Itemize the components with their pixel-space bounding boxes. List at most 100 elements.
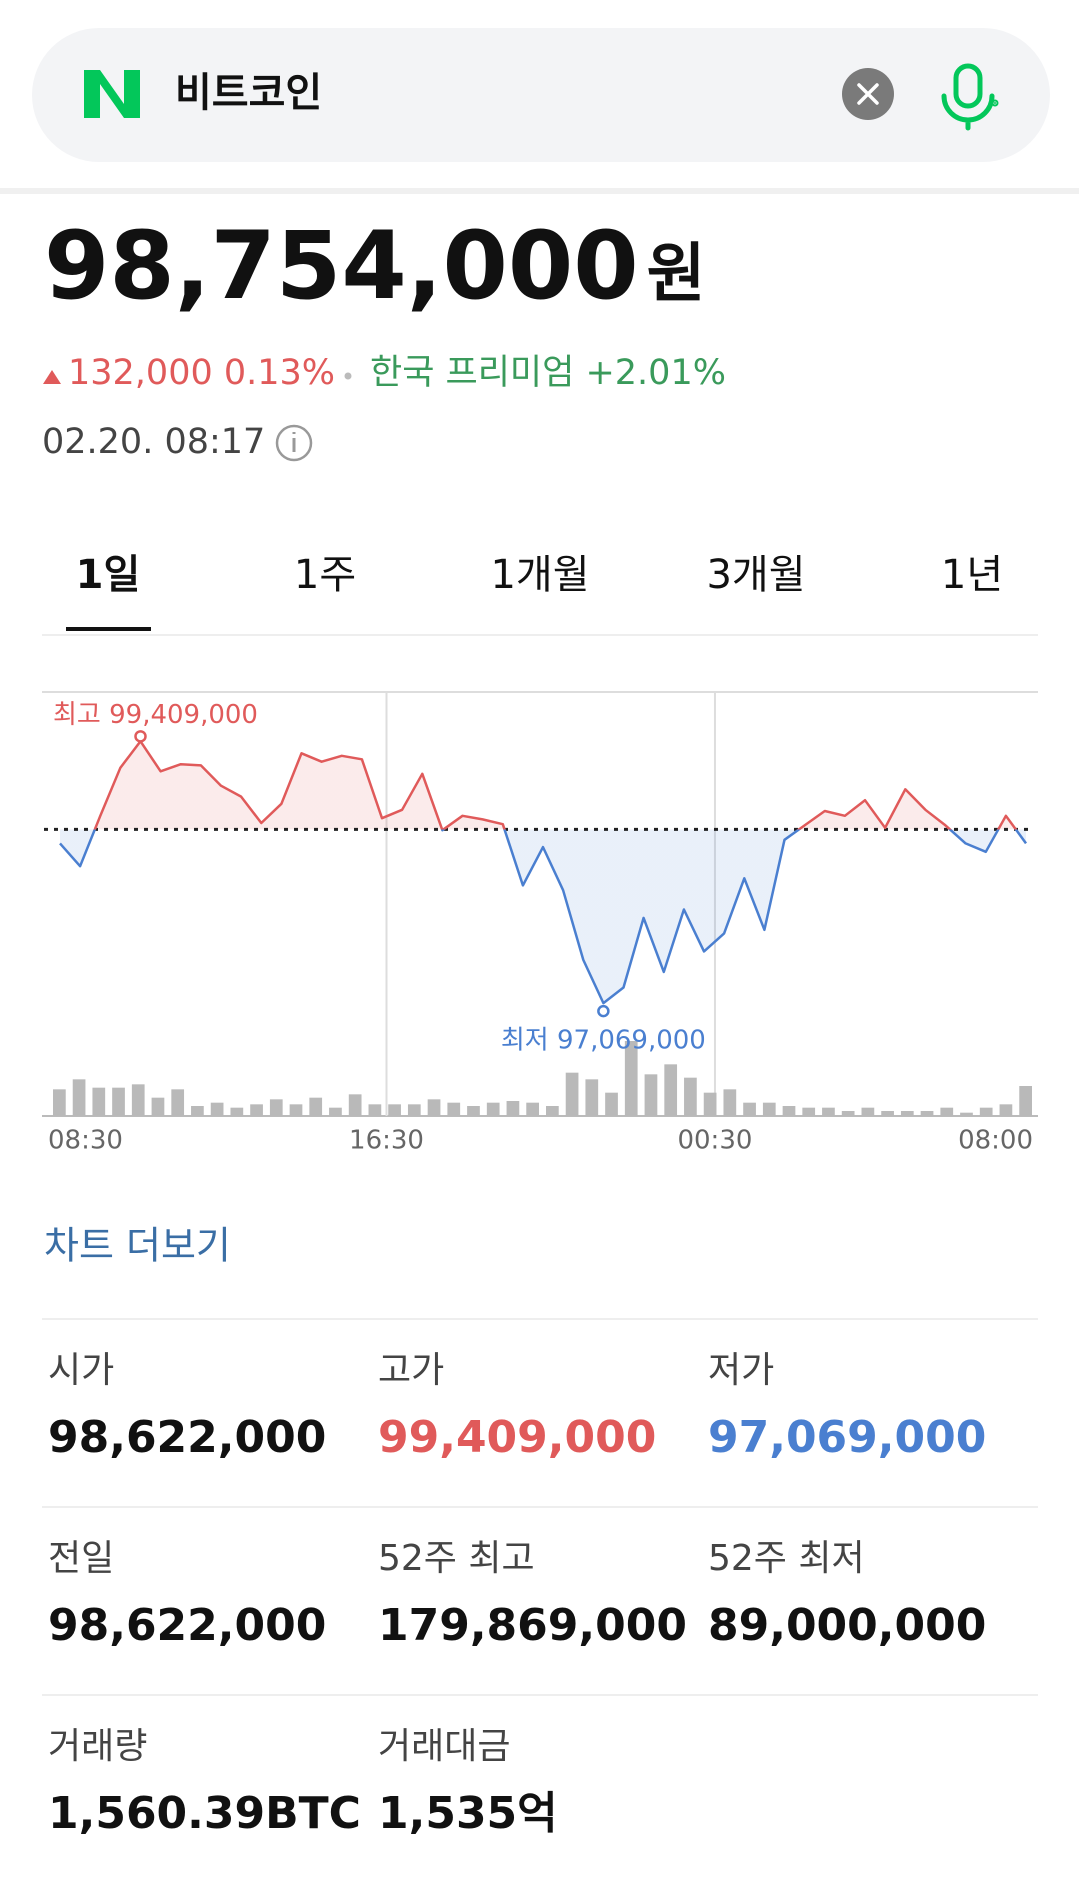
volume-bar [546,1106,559,1116]
x-tick-label: 00:30 [677,1126,752,1156]
stat-value: 98,622,000 [48,1600,326,1651]
stat-label: 52주 최고 [378,1538,535,1579]
stat-label: 52주 최저 [708,1538,865,1579]
info-icon[interactable] [275,424,313,462]
volume-bar [447,1102,461,1116]
timestamp: 02.20. 08:17 [42,422,265,462]
stat-label: 거래량 [48,1726,147,1767]
header-shadow [0,188,1079,194]
volume-bar [644,1074,658,1116]
price: 98,754,000 [44,212,639,321]
chart-more-link[interactable]: 차트 더보기 [44,1224,231,1268]
volume-bar [565,1072,579,1116]
divider [42,1694,1038,1696]
volume-bar [762,1102,776,1116]
volume-bar [368,1104,382,1116]
volume-bar [979,1107,993,1116]
volume-bar [329,1107,342,1116]
naver-logo[interactable] [84,70,140,118]
stat-value: 99,409,000 [378,1412,656,1463]
price-area [60,741,1026,1004]
stat-value: 97,069,000 [708,1412,986,1463]
volume-bar [72,1079,86,1116]
high-marker [134,730,147,743]
period-tab[interactable]: 1년 [941,552,1003,598]
stat-value: 98,622,000 [48,1412,326,1463]
stat-value: 89,000,000 [708,1600,986,1651]
up-arrow [43,370,61,384]
volume-bar [250,1104,263,1116]
stat-value: 1,535억 [378,1788,558,1839]
volume-bar [506,1101,520,1116]
volume-bar [802,1107,816,1116]
volume-bar [900,1111,914,1116]
volume-bar [940,1107,954,1116]
divider [42,1318,1038,1320]
volume-bar [427,1099,441,1116]
volume-bar [171,1089,185,1116]
volume-bar [684,1077,697,1116]
volume-bar [348,1094,362,1116]
volume-bar [841,1111,855,1116]
search-bar[interactable] [32,28,1050,162]
separator [344,372,352,380]
volume-bar [920,1111,934,1116]
volume-bar [269,1099,283,1116]
period-tab[interactable]: 1일 [76,552,141,598]
volume-bar [112,1087,125,1116]
volume-bar [822,1107,835,1116]
volume-bar [526,1102,539,1116]
period-tab[interactable]: 1주 [294,552,356,598]
stat-label: 거래대금 [378,1726,510,1767]
volume-bar [388,1104,401,1116]
volume-bar [861,1107,875,1116]
volume-bar [151,1097,165,1116]
volume-bar [723,1089,737,1116]
price-change: 132,000 0.13% [68,353,335,393]
volume-bar [664,1064,678,1116]
divider [42,1506,1038,1508]
volume-bar [881,1111,894,1116]
volume-bar [743,1102,756,1116]
period-tab[interactable]: 1개월 [490,552,589,598]
volume-bar [960,1112,973,1116]
volume-bar [289,1104,303,1116]
volume-bar [230,1107,244,1116]
clear-button[interactable] [842,68,894,120]
volume-bar [92,1087,106,1116]
stat-label: 전일 [48,1538,114,1579]
stat-label: 고가 [378,1350,444,1391]
stat-label: 저가 [708,1350,774,1391]
volume-bar [782,1106,796,1116]
period-tab[interactable]: 3개월 [706,552,805,598]
volume-bar [999,1104,1013,1116]
x-tick-label: 08:00 [958,1126,1033,1156]
search-query[interactable]: 비트코인 [175,70,322,116]
volume-bar [407,1104,421,1116]
volume-bar [585,1079,599,1116]
volume-bar [605,1092,618,1116]
price-line [59,740,1028,1005]
stat-label: 시가 [48,1350,114,1391]
mic-button[interactable] [941,63,999,131]
volume-bar [624,1041,638,1116]
x-tick-label: 16:30 [349,1126,424,1156]
volume-bar [703,1092,717,1116]
volume-bar [191,1106,204,1116]
stat-value: 1,560.39BTC [48,1788,361,1839]
volume-bar [309,1097,323,1116]
volume-bar [210,1102,224,1116]
tab-indicator [66,627,151,631]
stat-value: 179,869,000 [378,1600,687,1651]
volume-bar [486,1102,500,1116]
volume-bar [467,1106,480,1116]
price-unit: 원 [647,238,706,312]
x-tick-label: 08:30 [48,1126,123,1156]
volume-bar [53,1089,66,1116]
volume-bar [1019,1086,1032,1116]
volume-bar [131,1084,145,1116]
high-label: 최고 99,409,000 [53,700,258,730]
low-marker [597,1004,610,1018]
divider [42,634,1038,636]
